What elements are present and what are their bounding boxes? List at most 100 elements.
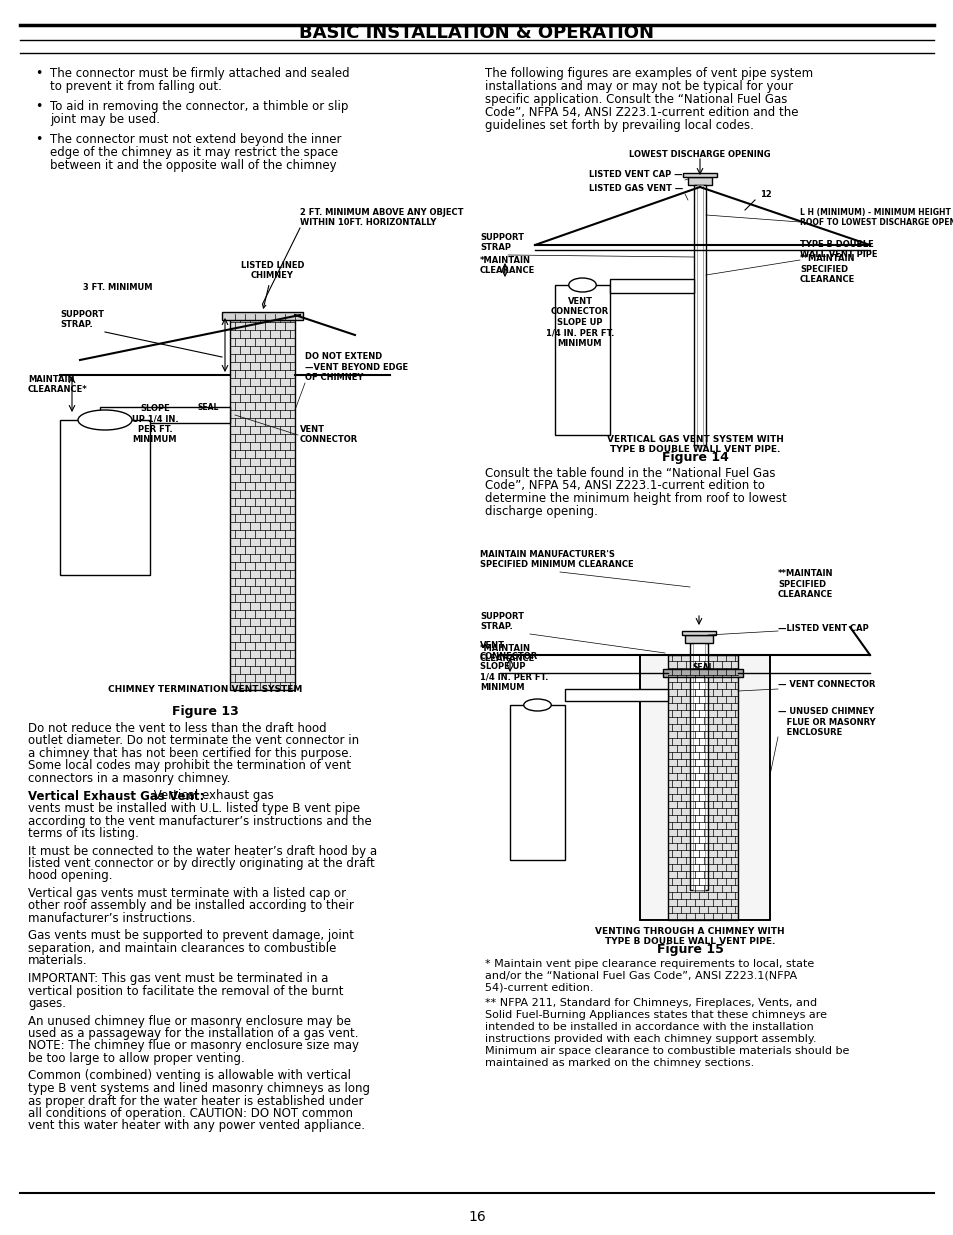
Bar [100, 408, 230, 424]
Text: Common (combined) venting is allowable with vertical: Common (combined) venting is allowable w… [28, 1070, 351, 1083]
Text: ** NFPA 211, Standard for Chimneys, Fireplaces, Vents, and: ** NFPA 211, Standard for Chimneys, Fire… [484, 998, 817, 1008]
Text: NOTE: The chimney flue or masonry enclosure size may: NOTE: The chimney flue or masonry enclos… [28, 1040, 358, 1052]
Text: The connector must not extend beyond the inner: The connector must not extend beyond the… [50, 133, 341, 146]
Text: It must be connected to the water heater’s draft hood by a: It must be connected to the water heater… [28, 845, 376, 857]
Text: vents must be installed with U.L. listed type B vent pipe: vents must be installed with U.L. listed… [28, 802, 359, 815]
Text: Figure 15: Figure 15 [656, 944, 722, 956]
Text: Figure 14: Figure 14 [660, 451, 728, 464]
Bar [689, 643, 707, 890]
Text: MAINTAIN
CLEARANCE*: MAINTAIN CLEARANCE* [28, 374, 88, 394]
Text: guidelines set forth by prevailing local codes.: guidelines set forth by prevailing local… [484, 119, 753, 132]
Text: MAINTAIN MANUFACTURER'S
SPECIFIED MINIMUM CLEARANCE: MAINTAIN MANUFACTURER'S SPECIFIED MINIMU… [479, 550, 633, 569]
Text: To aid in removing the connector, a thimble or slip: To aid in removing the connector, a thim… [50, 100, 348, 112]
Text: LISTED VENT CAP —: LISTED VENT CAP — [589, 170, 682, 179]
Text: L H (MINIMUM) - MINIMUM HEIGHT FROM
ROOF TO LOWEST DISCHARGE OPENING: L H (MINIMUM) - MINIMUM HEIGHT FROM ROOF… [800, 207, 953, 227]
Text: SEAL: SEAL [197, 403, 218, 412]
Text: maintained as marked on the chimney sections.: maintained as marked on the chimney sect… [484, 1058, 754, 1068]
Text: —LISTED VENT CAP: —LISTED VENT CAP [778, 624, 868, 634]
Ellipse shape [78, 410, 132, 430]
Text: between it and the opposite wall of the chimney: between it and the opposite wall of the … [50, 159, 336, 172]
Text: be too large to allow proper venting.: be too large to allow proper venting. [28, 1052, 245, 1065]
Text: VENT
CONNECTOR
SLOPE UP
1/4 IN. PER FT.
MINIMUM: VENT CONNECTOR SLOPE UP 1/4 IN. PER FT. … [545, 296, 614, 347]
Text: gases.: gases. [28, 997, 66, 1010]
Text: vertical position to facilitate the removal of the burnt: vertical position to facilitate the remo… [28, 984, 343, 998]
Text: VENT
CONNECTOR: VENT CONNECTOR [299, 425, 358, 445]
Text: The connector must be firmly attached and sealed: The connector must be firmly attached an… [50, 67, 349, 80]
Text: CHIMNEY TERMINATION VENT SYSTEM: CHIMNEY TERMINATION VENT SYSTEM [108, 685, 302, 694]
Text: Do not reduce the vent to less than the draft hood: Do not reduce the vent to less than the … [28, 722, 326, 735]
Text: terms of its listing.: terms of its listing. [28, 827, 139, 840]
Text: 12: 12 [760, 190, 771, 199]
Text: Solid Fuel-Burning Appliances states that these chimneys are: Solid Fuel-Burning Appliances states tha… [484, 1010, 826, 1020]
Bar [60, 420, 150, 576]
Bar [667, 655, 738, 920]
Text: **MAINTAIN
SPECIFIED
CLEARANCE: **MAINTAIN SPECIFIED CLEARANCE [778, 569, 833, 599]
Text: SUPPORT
STRAP.: SUPPORT STRAP. [479, 611, 523, 631]
Bar [693, 185, 705, 445]
Text: type B vent systems and lined masonry chimneys as long: type B vent systems and lined masonry ch… [28, 1082, 370, 1095]
Text: An unused chimney flue or masonry enclosure may be: An unused chimney flue or masonry enclos… [28, 1014, 351, 1028]
Text: edge of the chimney as it may restrict the space: edge of the chimney as it may restrict t… [50, 146, 337, 159]
Text: used as a passageway for the installation of a gas vent.: used as a passageway for the installatio… [28, 1028, 358, 1040]
Bar [687, 177, 711, 185]
Text: Code”, NFPA 54, ANSI Z223.1-current edition to: Code”, NFPA 54, ANSI Z223.1-current edit… [484, 479, 764, 493]
Text: LISTED GAS VENT —: LISTED GAS VENT — [588, 184, 682, 193]
Bar [639, 655, 769, 920]
Text: all conditions of operation. CAUTION: DO NOT common: all conditions of operation. CAUTION: DO… [28, 1107, 353, 1120]
Text: •: • [35, 100, 42, 112]
Text: Vertical exhaust gas: Vertical exhaust gas [150, 789, 274, 803]
Text: •: • [35, 133, 42, 146]
Bar [510, 705, 564, 860]
Ellipse shape [523, 699, 551, 711]
Text: Code”, NFPA 54, ANSI Z223.1-current edition and the: Code”, NFPA 54, ANSI Z223.1-current edit… [484, 106, 798, 119]
Bar [697, 185, 702, 445]
Text: LISTED LINED
CHIMNEY: LISTED LINED CHIMNEY [240, 261, 304, 308]
Text: separation, and maintain clearances to combustible: separation, and maintain clearances to c… [28, 942, 336, 955]
Bar [609, 279, 693, 293]
Text: VERTICAL GAS VENT SYSTEM WITH
TYPE B DOUBLE WALL VENT PIPE.: VERTICAL GAS VENT SYSTEM WITH TYPE B DOU… [606, 435, 782, 454]
Text: SLOPE
UP 1/4 IN.
PER FT.
MINIMUM: SLOPE UP 1/4 IN. PER FT. MINIMUM [132, 404, 178, 445]
Text: VENTING THROUGH A CHIMNEY WITH
TYPE B DOUBLE WALL VENT PIPE.: VENTING THROUGH A CHIMNEY WITH TYPE B DO… [595, 927, 784, 946]
Bar [681, 631, 716, 635]
Text: — UNUSED CHIMNEY
   FLUE OR MASONRY
   ENCLOSURE: — UNUSED CHIMNEY FLUE OR MASONRY ENCLOSU… [778, 708, 875, 737]
Bar [639, 655, 769, 920]
Text: The following figures are examples of vent pipe system: The following figures are examples of ve… [484, 67, 812, 80]
Text: other roof assembly and be installed according to their: other roof assembly and be installed acc… [28, 899, 354, 913]
Text: and/or the “National Fuel Gas Code”, ANSI Z223.1(NFPA: and/or the “National Fuel Gas Code”, ANS… [484, 971, 797, 981]
Text: installations and may or may not be typical for your: installations and may or may not be typi… [484, 80, 792, 93]
Text: according to the vent manufacturer’s instructions and the: according to the vent manufacturer’s ins… [28, 815, 372, 827]
Text: as proper draft for the water heater is established under: as proper draft for the water heater is … [28, 1094, 363, 1108]
Text: discharge opening.: discharge opening. [484, 505, 598, 517]
Text: Vertical Exhaust Gas Vent:: Vertical Exhaust Gas Vent: [28, 789, 204, 803]
Text: a chimney that has not been certified for this purpose.: a chimney that has not been certified fo… [28, 747, 352, 760]
Text: Gas vents must be supported to prevent damage, joint: Gas vents must be supported to prevent d… [28, 930, 354, 942]
Text: vent this water heater with any power vented appliance.: vent this water heater with any power ve… [28, 1119, 365, 1132]
Text: hood opening.: hood opening. [28, 869, 112, 883]
Text: SUPPORT
STRAP.: SUPPORT STRAP. [60, 310, 104, 329]
Text: intended to be installed in accordance with the installation: intended to be installed in accordance w… [484, 1023, 813, 1032]
Text: LOWEST DISCHARGE OPENING: LOWEST DISCHARGE OPENING [629, 149, 770, 159]
Text: IMPORTANT: This gas vent must be terminated in a: IMPORTANT: This gas vent must be termina… [28, 972, 328, 986]
Text: Consult the table found in the “National Fuel Gas: Consult the table found in the “National… [484, 467, 775, 480]
Text: •: • [35, 67, 42, 80]
Bar [564, 689, 667, 701]
Text: *MAINTAIN
CLEARANCE: *MAINTAIN CLEARANCE [479, 643, 535, 663]
Text: Some local codes may prohibit the termination of vent: Some local codes may prohibit the termin… [28, 760, 351, 773]
Bar [555, 285, 609, 435]
Text: instructions provided with each chimney support assembly.: instructions provided with each chimney … [484, 1034, 816, 1044]
Text: VENT
CONNECTOR
SLOPE UP
1/4 IN. PER FT.
MINIMUM: VENT CONNECTOR SLOPE UP 1/4 IN. PER FT. … [479, 641, 548, 692]
Text: listed vent connector or by directly originating at the draft: listed vent connector or by directly ori… [28, 857, 375, 869]
Text: joint may be used.: joint may be used. [50, 112, 160, 126]
Text: **MAINTAIN
SPECIFIED
CLEARANCE: **MAINTAIN SPECIFIED CLEARANCE [800, 254, 855, 284]
Text: *MAINTAIN
CLEARANCE: *MAINTAIN CLEARANCE [479, 256, 535, 275]
Ellipse shape [568, 278, 596, 291]
Bar [222, 312, 303, 320]
Text: Vertical gas vents must terminate with a listed cap or: Vertical gas vents must terminate with a… [28, 887, 346, 900]
Text: determine the minimum height from roof to lowest: determine the minimum height from roof t… [484, 492, 786, 505]
Text: specific application. Consult the “National Fuel Gas: specific application. Consult the “Natio… [484, 93, 786, 106]
Text: SEAL: SEAL [692, 663, 713, 672]
Text: * Maintain vent pipe clearance requirements to local, state: * Maintain vent pipe clearance requireme… [484, 960, 814, 969]
Text: manufacturer’s instructions.: manufacturer’s instructions. [28, 911, 195, 925]
Text: connectors in a masonry chimney.: connectors in a masonry chimney. [28, 772, 230, 785]
Text: TYPE B DOUBLE
WALL VENT PIPE: TYPE B DOUBLE WALL VENT PIPE [800, 240, 877, 259]
